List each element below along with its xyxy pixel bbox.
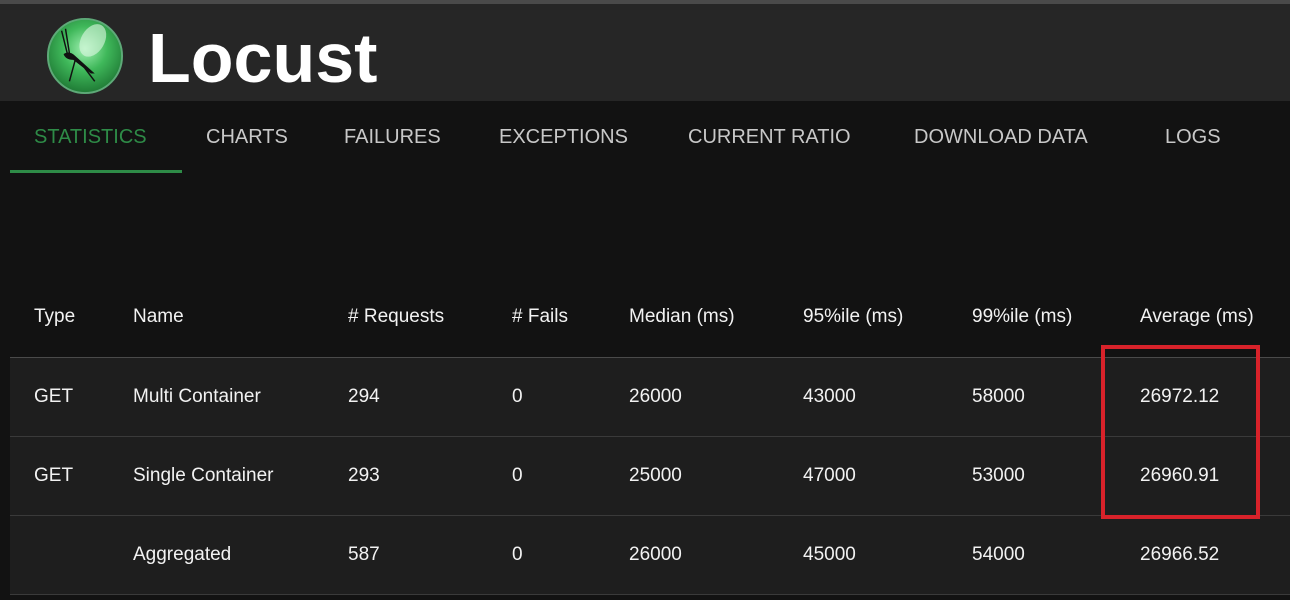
header-fails[interactable]: # Fails (512, 305, 568, 327)
tab-download-data[interactable]: DOWNLOAD DATA (914, 126, 1088, 148)
header-99ile[interactable]: 99%ile (ms) (972, 305, 1073, 327)
cell-requests: 294 (348, 386, 380, 407)
table-row-aggregated: Aggregated 587 0 26000 45000 54000 26966… (10, 516, 1290, 595)
tab-logs[interactable]: LOGS (1165, 126, 1221, 148)
app-title: Locust (148, 19, 378, 97)
tab-failures[interactable]: FAILURES (344, 126, 441, 148)
cell-name: Aggregated (133, 544, 232, 565)
cell-99ile: 58000 (972, 386, 1025, 407)
header-median[interactable]: Median (ms) (629, 305, 735, 327)
table-header-row: Type Name # Requests # Fails Median (ms)… (10, 276, 1290, 358)
header-average[interactable]: Average (ms) (1140, 305, 1254, 327)
tab-charts[interactable]: CHARTS (206, 126, 288, 148)
cell-95ile: 47000 (803, 465, 856, 486)
cell-median: 26000 (629, 386, 682, 407)
active-tab-indicator (10, 170, 182, 173)
cell-fails: 0 (512, 386, 523, 407)
highlight-annotation-box (1101, 345, 1260, 519)
tab-exceptions[interactable]: EXCEPTIONS (499, 126, 628, 148)
tab-statistics[interactable]: STATISTICS (34, 126, 147, 148)
cell-name: Single Container (133, 465, 274, 486)
table-row: GET Single Container 293 0 25000 47000 5… (10, 437, 1290, 516)
cell-average: 26966.52 (1140, 544, 1220, 565)
cell-type: GET (34, 386, 74, 407)
header-name[interactable]: Name (133, 305, 184, 327)
cell-requests: 587 (348, 544, 380, 565)
cell-average: 26960.91 (1140, 465, 1220, 486)
header-type[interactable]: Type (34, 305, 76, 327)
cell-95ile: 43000 (803, 386, 856, 407)
table-row: GET Multi Container 294 0 26000 43000 58… (10, 358, 1290, 437)
cell-95ile: 45000 (803, 544, 856, 565)
cell-average: 26972.12 (1140, 386, 1220, 407)
tab-current-ratio[interactable]: CURRENT RATIO (688, 126, 851, 148)
cell-fails: 0 (512, 465, 523, 486)
cell-99ile: 54000 (972, 544, 1025, 565)
cell-type: GET (34, 465, 74, 486)
locust-logo-icon[interactable] (46, 17, 124, 95)
cell-median: 26000 (629, 544, 682, 565)
app-header: Locust (0, 4, 1290, 101)
cell-name: Multi Container (133, 386, 261, 407)
header-95ile[interactable]: 95%ile (ms) (803, 305, 904, 327)
window-top-strip (0, 0, 1290, 4)
cell-median: 25000 (629, 465, 682, 486)
cell-99ile: 53000 (972, 465, 1025, 486)
header-requests[interactable]: # Requests (348, 305, 445, 327)
statistics-table: Type Name # Requests # Fails Median (ms)… (10, 276, 1290, 595)
cell-requests: 293 (348, 465, 380, 486)
cell-fails: 0 (512, 544, 523, 565)
